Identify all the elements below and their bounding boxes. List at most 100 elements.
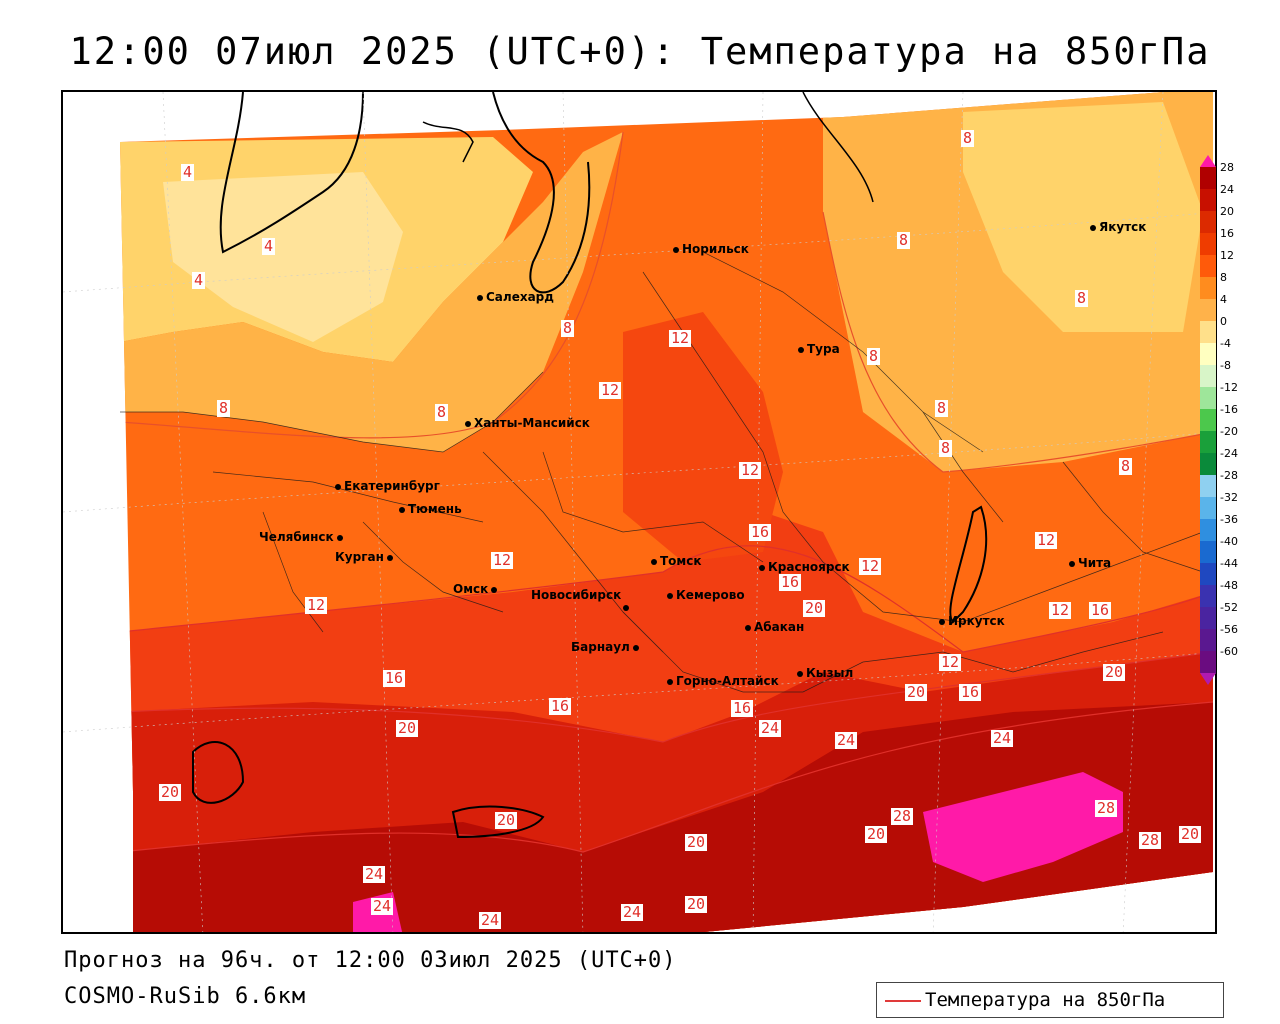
colorbar-tick-label: -60	[1220, 645, 1238, 658]
isotherm-label: 12	[739, 461, 762, 479]
city-tura: Тура	[798, 342, 840, 356]
city-marker-icon	[632, 644, 639, 651]
isotherm-label: 28	[891, 807, 914, 825]
colorbar-swatch	[1200, 629, 1216, 651]
colorbar-swatch	[1200, 343, 1216, 365]
isotherm-label: 24	[759, 719, 782, 737]
isotherm-label: 8	[867, 347, 881, 365]
isotherm-label: 24	[991, 729, 1014, 747]
city-irkutsk: Иркутск	[939, 614, 1005, 628]
isotherm-label: 20	[685, 895, 708, 913]
colorbar-tick-label: -12	[1220, 381, 1238, 394]
colorbar-top-arrow	[1200, 155, 1216, 167]
colorbar-swatch	[1200, 189, 1216, 211]
city-kemerovo: Кемерово	[667, 588, 745, 602]
colorbar-swatch	[1200, 497, 1216, 519]
isotherm-label: 20	[905, 683, 928, 701]
isotherm-label: 12	[669, 329, 692, 347]
colorbar-tick-label: -44	[1220, 557, 1238, 570]
model-name: COSMO-RuSib 6.6км	[64, 984, 307, 1009]
isotherm-label: 16	[383, 669, 406, 687]
city-marker-icon	[465, 420, 471, 427]
city-marker-icon	[939, 618, 945, 625]
isotherm-label: 16	[549, 697, 572, 715]
city-krasnoyarsk: Красноярск	[759, 560, 850, 574]
colorbar-swatch	[1200, 453, 1216, 475]
isotherm-label: 28	[1139, 831, 1162, 849]
city-marker-icon	[673, 246, 679, 253]
colorbar-tick-label: 28	[1220, 161, 1234, 174]
isotherm-label: 20	[1103, 663, 1126, 681]
color-scale-bar	[1199, 155, 1217, 685]
colorbar-tick-label: -24	[1220, 447, 1238, 460]
isotherm-label: 12	[599, 381, 622, 399]
colorbar-swatch	[1200, 365, 1216, 387]
isotherm-label: 8	[435, 403, 449, 421]
colorbar-swatch	[1200, 387, 1216, 409]
isotherm-label: 8	[935, 399, 949, 417]
isotherm-label: 20	[865, 825, 888, 843]
isotherm-label: 20	[803, 599, 826, 617]
colorbar-swatch	[1200, 211, 1216, 233]
colorbar-swatch	[1200, 255, 1216, 277]
city-tyumen: Тюмень	[399, 502, 462, 516]
colorbar-tick-label: 8	[1220, 271, 1227, 284]
map-legend: Температура на 850гПа	[876, 982, 1224, 1018]
colorbar-swatch	[1200, 233, 1216, 255]
city-marker-icon	[336, 534, 343, 541]
city-marker-icon	[491, 586, 498, 593]
isotherm-label: 28	[1095, 799, 1118, 817]
colorbar-swatch	[1200, 585, 1216, 607]
colorbar-tick-label: 0	[1220, 315, 1227, 328]
city-marker-icon	[623, 604, 629, 611]
city-salekhard: Салехард	[477, 290, 554, 304]
colorbar-tick-label: -56	[1220, 623, 1238, 636]
colorbar-swatch	[1200, 519, 1216, 541]
isotherm-label: 20	[1179, 825, 1202, 843]
colorbar-swatch	[1200, 299, 1216, 321]
colorbar-tick-label: 4	[1220, 293, 1227, 306]
city-chelyabinsk: Челябинск	[259, 530, 346, 544]
city-barnaul: Барнаул	[571, 640, 642, 654]
city-gorno-altaysk: Горно-Алтайск	[667, 674, 779, 688]
city-marker-icon	[651, 558, 657, 565]
colorbar-swatch	[1200, 541, 1216, 563]
city-marker-icon	[759, 564, 765, 571]
isotherm-label: 12	[305, 596, 328, 614]
isotherm-label: 8	[897, 231, 911, 249]
color-scale-swatches	[1200, 155, 1216, 685]
colorbar-swatch	[1200, 431, 1216, 453]
city-marker-icon	[386, 554, 393, 561]
isotherm-label: 8	[1075, 289, 1089, 307]
colorbar-tick-label: 12	[1220, 249, 1234, 262]
isotherm-label: 24	[371, 897, 394, 915]
isotherm-label: 8	[561, 319, 575, 337]
colorbar-tick-label: -32	[1220, 491, 1238, 504]
isotherm-label: 24	[835, 731, 858, 749]
colorbar-tick-label: -48	[1220, 579, 1238, 592]
colorbar-tick-label: -36	[1220, 513, 1238, 526]
forecast-info: Прогноз на 96ч. от 12:00 03июл 2025 (UTC…	[64, 948, 677, 973]
isotherm-label: 20	[159, 783, 182, 801]
isotherm-label: 12	[859, 557, 882, 575]
city-chita: Чита	[1069, 556, 1111, 570]
city-khanty-mansiysk: Ханты-Мансийск	[465, 416, 590, 430]
city-tomsk: Томск	[651, 554, 702, 568]
city-marker-icon	[335, 483, 341, 490]
city-kurgan: Курган	[335, 550, 396, 564]
colorbar-swatch	[1200, 167, 1216, 189]
map-title: 12:00 07июл 2025 (UTC+0): Температура на…	[69, 30, 1211, 73]
isotherm-label: 20	[685, 833, 708, 851]
colorbar-tick-label: -16	[1220, 403, 1238, 416]
isotherm-label: 8	[961, 129, 975, 147]
isotherm-label: 4	[192, 271, 206, 289]
isotherm-label: 16	[779, 573, 802, 591]
isotherm-label: 16	[749, 523, 772, 541]
temperature-field	[63, 92, 1215, 932]
isotherm-label: 16	[959, 683, 982, 701]
isotherm-label: 16	[731, 699, 754, 717]
city-marker-icon	[1069, 560, 1075, 567]
isotherm-label: 24	[621, 903, 644, 921]
isotherm-label: 12	[1035, 531, 1058, 549]
colorbar-tick-label: -52	[1220, 601, 1238, 614]
